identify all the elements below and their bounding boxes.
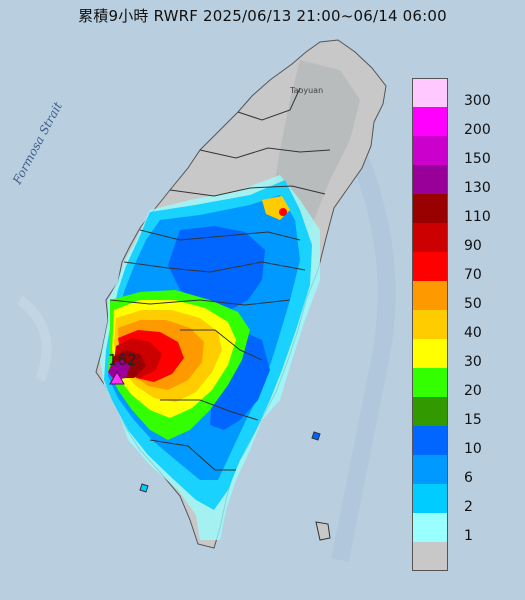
peak-value-label: 162 (108, 351, 137, 369)
legend-label: 130 (464, 179, 491, 196)
legend-label: 50 (464, 295, 482, 312)
legend-label: 30 (464, 353, 482, 370)
orchid-island (315, 521, 331, 541)
legend-label: 70 (464, 266, 482, 283)
legend-label: 150 (464, 150, 491, 167)
legend-label: 300 (464, 92, 491, 109)
legend-swatch (412, 397, 448, 426)
legend-label: 6 (464, 469, 473, 486)
green-island (311, 431, 321, 441)
legend-swatch (412, 78, 448, 107)
rain-north-core (279, 208, 287, 216)
legend-label: 90 (464, 237, 482, 254)
peak-marker (109, 371, 125, 385)
sea-shallow (16, 296, 52, 382)
legend-swatch (412, 310, 448, 339)
city-label: Taoyuan (290, 86, 324, 95)
rain-10mm (168, 226, 265, 310)
legend-swatch (412, 426, 448, 455)
legend-swatch (412, 281, 448, 310)
legend-swatch (412, 542, 448, 571)
rain-130mm (108, 360, 130, 380)
liuqiu-island (139, 483, 149, 493)
map-title: 累積9小時 RWRF 2025/06/13 21:00~06/14 06:00 (78, 7, 447, 25)
rain-10mm-east (210, 330, 270, 430)
legend-swatch (412, 194, 448, 223)
legend-label: 20 (464, 382, 482, 399)
legend-label: 110 (464, 208, 491, 225)
legend-label: 15 (464, 411, 482, 428)
legend-label: 2 (464, 498, 473, 515)
legend-swatch (412, 107, 448, 136)
legend-label: 10 (464, 440, 482, 457)
legend-label: 40 (464, 324, 482, 341)
legend-swatch (412, 223, 448, 252)
legend-swatch (412, 136, 448, 165)
sea-ridge (331, 156, 396, 562)
legend-label: 200 (464, 121, 491, 138)
legend-label: 1 (464, 527, 473, 544)
county-borders (109, 87, 331, 471)
legend-swatch (412, 252, 448, 281)
color-legend: 300 200 150 130 110 90 70 50 40 30 20 15 10 6 2 1 (412, 78, 500, 571)
legend-swatch (412, 368, 448, 397)
legend-swatch (412, 165, 448, 194)
legend-swatch (412, 339, 448, 368)
legend-swatch (412, 455, 448, 484)
legend-swatch (412, 513, 448, 542)
legend-swatch (412, 484, 448, 513)
